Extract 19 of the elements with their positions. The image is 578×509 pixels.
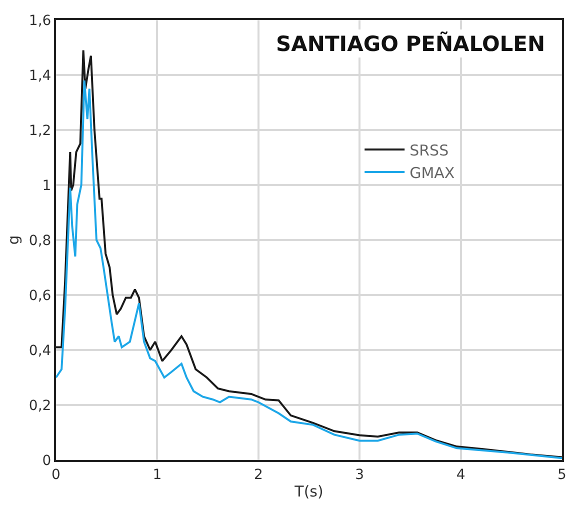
- y-tick-label: 1,2: [28, 122, 52, 139]
- text: SANTIAGO PEÑALOLEN: [276, 31, 546, 56]
- legend-label: SRSS: [410, 141, 449, 160]
- x-tick-label: 1: [152, 466, 162, 483]
- y-tick-label: 0,6: [28, 288, 52, 304]
- x-axis-title: T(s): [294, 482, 324, 500]
- x-tick-label: 5: [558, 466, 566, 483]
- y-tick-label: 0: [42, 452, 52, 469]
- y-tick-label: 0,4: [28, 342, 52, 359]
- legend-label: GMAX: [410, 164, 455, 182]
- y-tick-label: 0,8: [28, 232, 52, 249]
- y-tick-label: 0,2: [28, 398, 52, 414]
- x-tick-label: 3: [355, 466, 364, 483]
- y-axis-title: g: [4, 235, 23, 245]
- y-tick-label: 1: [42, 178, 52, 194]
- y-tick-label: 1,6: [28, 12, 52, 29]
- x-tick-label: 4: [456, 466, 466, 483]
- y-tick-label: 1,4: [28, 68, 52, 84]
- x-tick-label: 2: [254, 466, 263, 483]
